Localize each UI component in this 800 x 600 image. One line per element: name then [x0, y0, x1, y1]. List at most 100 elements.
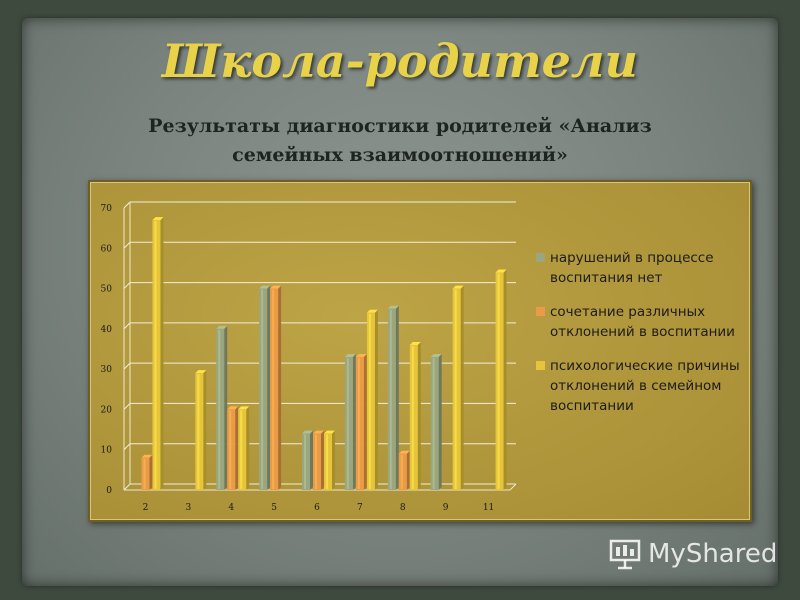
bar-top [238, 406, 250, 410]
legend-swatch-series-2 [536, 307, 545, 316]
bar-highlight [411, 345, 414, 489]
bar-side [224, 325, 228, 490]
bar-side [406, 450, 410, 490]
x-axis-corner [509, 483, 517, 491]
bar-series-2-cat-7 [355, 354, 367, 490]
bar-highlight [326, 434, 328, 489]
bar-series-2-cat-6 [313, 430, 324, 490]
bar-series-3-cat-4 [238, 406, 250, 490]
x-tick-label: 6 [314, 503, 320, 513]
legend-label-series-3: психологические причины отклонений в сем… [550, 358, 740, 414]
gridline-diagonal [123, 322, 131, 330]
watermark-text: MyShared [648, 539, 778, 569]
bar-top [366, 309, 378, 313]
bar-top [195, 370, 207, 374]
bar-highlight [400, 454, 403, 489]
bar-series-1-cat-6 [302, 430, 313, 490]
bar-side [395, 305, 399, 490]
bar-top [259, 285, 271, 289]
y-tick-label: 50 [101, 285, 113, 295]
subtitle-line-1: Результаты диагностики родителей «Анализ [148, 115, 652, 137]
bar-series-1-cat-4 [216, 325, 228, 490]
bar-side [160, 217, 164, 491]
gridline-diagonal [123, 443, 131, 451]
bar-side [267, 285, 271, 490]
bar-series-1-cat-9 [430, 354, 442, 490]
x-tick-label: 5 [271, 503, 277, 513]
bar-series-3-cat-6 [324, 430, 335, 490]
x-tick-label: 3 [185, 503, 191, 513]
gridline-diagonal [123, 403, 131, 410]
bar-top [355, 354, 367, 358]
bar-highlight [240, 410, 243, 489]
bar-side [321, 430, 324, 490]
bar-side [235, 406, 239, 490]
bar-side [438, 354, 442, 490]
bar-side [278, 285, 282, 490]
bar-side [332, 430, 335, 490]
x-tick-label: 9 [443, 503, 449, 513]
x-tick-label: 7 [357, 503, 363, 513]
bar-top [452, 285, 464, 289]
gridline-diagonal [123, 241, 131, 249]
bar-highlight [346, 358, 349, 489]
bar-series-3-cat-11 [495, 269, 507, 490]
bar-series-1-cat-8 [387, 305, 399, 490]
gridline-diagonal [123, 362, 131, 370]
legend-item-series-2: сочетание различных отклонений в воспита… [536, 302, 746, 342]
x-tick-label: 2 [143, 503, 149, 513]
y-tick-label: 70 [101, 204, 113, 214]
legend-swatch-series-1 [536, 253, 545, 262]
slide-title: Школа-родители [161, 34, 639, 88]
bar-highlight [261, 289, 264, 489]
bar-side [203, 370, 207, 490]
y-tick-label: 0 [106, 486, 112, 496]
bar-top [152, 217, 164, 221]
bar-top [324, 430, 335, 434]
legend-swatch-series-3 [536, 361, 545, 370]
bar-top [270, 285, 282, 289]
bar-top [313, 430, 324, 434]
bar-highlight [389, 309, 392, 489]
legend-item-series-1: нарушений в процессе воспитания нет [536, 248, 746, 288]
bar-series-2-cat-8 [398, 450, 410, 490]
bar-side [149, 454, 153, 490]
bar-highlight [497, 273, 500, 489]
bar-highlight [432, 358, 435, 489]
subtitle-line-2: семейных взаимоотношений» [232, 144, 568, 166]
bar-highlight [368, 313, 371, 489]
bar-highlight [304, 434, 306, 489]
bar-highlight [143, 458, 146, 489]
bar-chart: 0 10 20 30 40 50 60 70 2 3 4 5 6 7 8 9 11 [101, 201, 517, 513]
bar-highlight [272, 289, 275, 489]
bar-side [310, 430, 313, 490]
bar-side [352, 354, 356, 490]
slide-subtitle: Результаты диагностики родителей «Анализ… [100, 112, 700, 170]
chart-legend: нарушений в процессе воспитания нет соче… [536, 248, 746, 430]
y-tick-label: 40 [101, 325, 113, 335]
bar-side [374, 309, 378, 490]
bar-highlight [218, 329, 221, 489]
bar-highlight [154, 221, 157, 490]
bar-series-2-cat-5 [270, 285, 282, 490]
bar-series-1-cat-7 [344, 354, 356, 490]
bar-series-3-cat-9 [452, 285, 464, 490]
gridline-diagonal [123, 282, 131, 289]
bar-series-3-cat-2 [152, 217, 164, 491]
bar-series-2-cat-2 [141, 454, 153, 490]
bar-series-3-cat-3 [195, 370, 207, 490]
bar-series-2-cat-4 [227, 406, 239, 490]
bar-top [227, 406, 239, 410]
bar-top [409, 341, 421, 345]
watermark: MyShared [608, 536, 777, 572]
bar-side [417, 341, 421, 490]
bar-top [141, 454, 153, 458]
bar-highlight [229, 410, 232, 489]
bar-top [387, 305, 399, 309]
x-tick-label: 8 [400, 503, 406, 513]
y-tick-label: 10 [101, 446, 113, 456]
bar-side [503, 269, 507, 490]
y-tick-label: 30 [101, 365, 113, 375]
x-tick-label: 4 [228, 503, 234, 513]
bar-top [344, 354, 356, 358]
